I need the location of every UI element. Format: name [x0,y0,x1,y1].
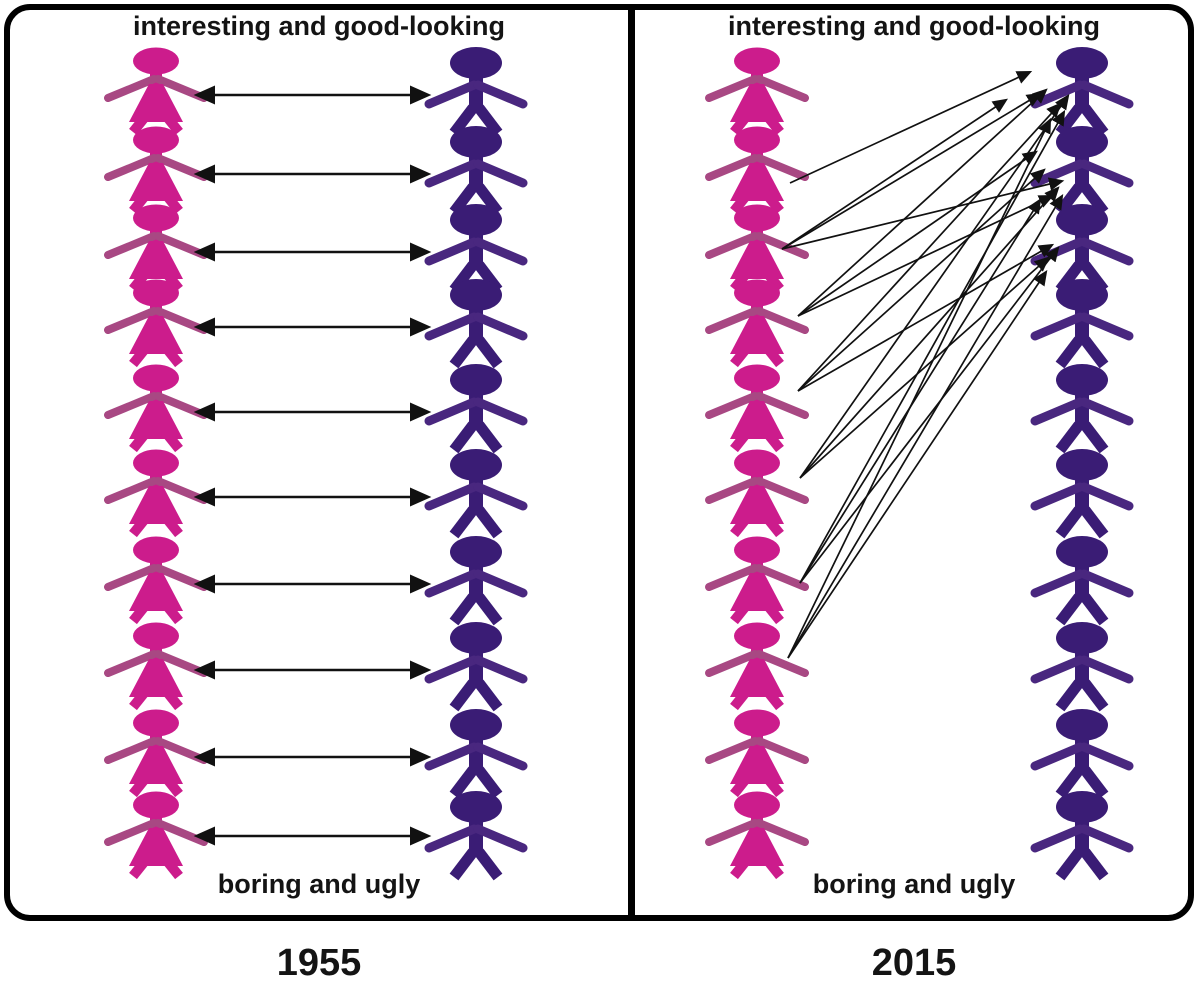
panel-2015-top-label: interesting and good-looking [728,11,1100,41]
panel-1955-top-label: interesting and good-looking [133,11,505,41]
panel-2015-bottom-label: boring and ugly [812,869,1016,899]
panel-1955-year-caption: 1955 [276,942,362,984]
comparison-frame [4,4,1194,921]
panel-2015-year-caption: 2015 [871,942,957,984]
panel-1955-bottom-label: boring and ugly [217,869,421,899]
panel-divider [628,5,635,920]
